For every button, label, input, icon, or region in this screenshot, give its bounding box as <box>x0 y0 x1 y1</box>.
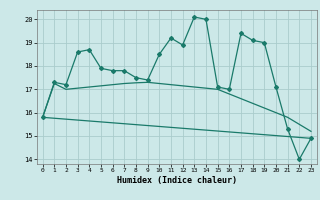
X-axis label: Humidex (Indice chaleur): Humidex (Indice chaleur) <box>117 176 237 185</box>
